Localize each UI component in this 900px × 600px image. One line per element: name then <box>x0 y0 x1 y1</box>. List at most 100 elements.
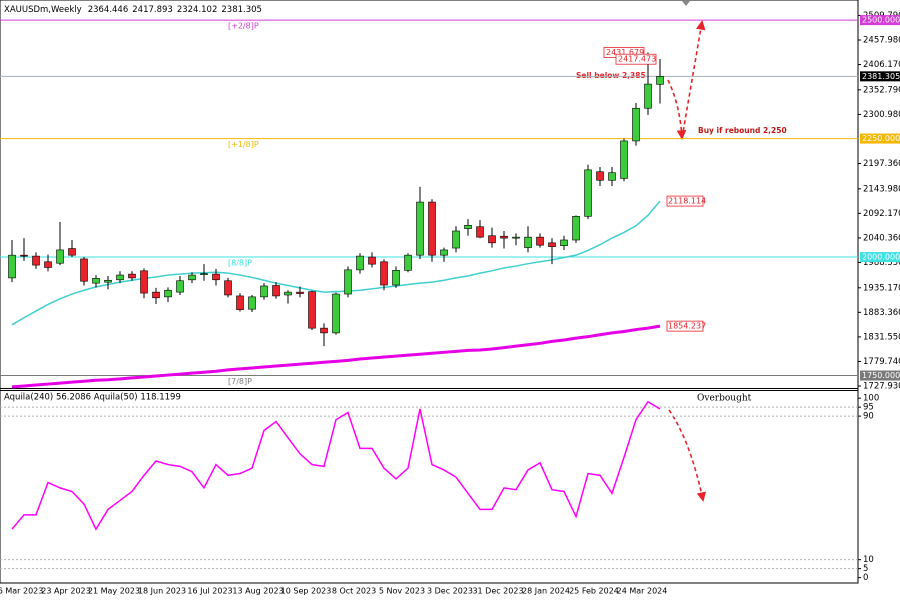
level-tag: [+2/8]P <box>228 22 259 31</box>
marked-price-label: 2417.473 <box>618 55 656 64</box>
candle-body <box>488 235 496 244</box>
ohlc-high: 2417.893 <box>132 5 173 15</box>
y-tick-label: 1988.550 <box>863 258 900 268</box>
candle-body <box>440 249 448 256</box>
level-tag: [8/8]P <box>228 259 252 268</box>
moving-average <box>11 324 661 389</box>
candle-body <box>32 255 40 266</box>
x-tick-label: 18 Jun 2023 <box>138 587 186 596</box>
level-tag: [7/8]P <box>228 377 252 386</box>
x-tick-label: 3 Dec 2023 <box>427 587 473 596</box>
candle-body <box>512 236 520 239</box>
y-tick-label: 100 <box>863 394 879 404</box>
high-price-label: 2431.679 <box>606 48 644 57</box>
candle-body <box>104 279 112 283</box>
level-price-box <box>860 252 900 263</box>
ohlc-close: 2381.305 <box>221 5 262 15</box>
candle-body <box>92 278 100 284</box>
level-price-label: 1750.000 <box>862 371 900 380</box>
candle-body <box>560 239 568 246</box>
candle-body <box>152 291 160 299</box>
ma-value-box <box>666 195 704 207</box>
candle-body <box>572 215 580 241</box>
candle-body <box>296 291 304 294</box>
candle-body <box>68 248 76 256</box>
chart-header: XAUUSDm,Weekly 2364.446 2417.893 2324.102 23… <box>4 5 262 15</box>
candle-body <box>164 289 172 298</box>
candle-body <box>500 235 508 239</box>
candle-body <box>416 201 424 256</box>
candle-body <box>332 293 340 334</box>
x-tick-label: 13 Aug 2023 <box>232 587 283 596</box>
x-tick-label: 5 Nov 2023 <box>379 587 425 596</box>
x-tick-label: 10 Sep 2023 <box>281 587 332 596</box>
marked-price-box <box>615 53 657 65</box>
candle-body <box>608 172 616 181</box>
level-price-box <box>860 370 900 381</box>
candle-body <box>356 255 364 271</box>
symbol: XAUUSDm,Weekly <box>4 5 82 15</box>
level-price-box <box>860 15 900 26</box>
annotation: Buy if rebound 2,250 <box>698 126 787 135</box>
candle-body <box>200 273 208 275</box>
ma-value-label: 1854.237 <box>668 322 706 331</box>
y-tick-label: 2352.790 <box>863 85 900 95</box>
x-tick-label: 23 Apr 2023 <box>41 587 90 596</box>
x-tick-label: 31 Dec 2023 <box>472 587 523 596</box>
candle-body <box>344 269 352 295</box>
candle-body <box>368 256 376 265</box>
candle-body <box>188 274 196 281</box>
candle-body <box>392 270 400 286</box>
y-tick-label: 0 <box>863 573 868 583</box>
ohlc-low: 2324.102 <box>177 5 218 15</box>
shift-marker <box>682 1 690 6</box>
candle-body <box>224 280 232 296</box>
ma-value-label: 2118.114 <box>668 197 706 206</box>
candle-body <box>176 280 184 293</box>
candle-body <box>536 236 544 246</box>
y-tick-label: 2406.170 <box>863 60 900 70</box>
y-tick-label: 2092.170 <box>863 209 900 219</box>
candle-body <box>524 236 532 248</box>
annotation: Sell below 2,385 <box>576 71 646 80</box>
x-tick-label: 16 Jul 2023 <box>187 587 232 596</box>
y-tick-label: 5 <box>863 564 868 574</box>
x-tick-label: 28 Jan 2024 <box>522 587 570 596</box>
candle-body <box>584 169 592 217</box>
y-tick-label: 10 <box>863 555 874 565</box>
y-tick-label: 1831.550 <box>863 332 900 342</box>
ohlc-open: 2364.446 <box>88 5 129 15</box>
candle-body <box>128 273 136 279</box>
y-tick-label: 95 <box>863 403 874 413</box>
plot-frame <box>0 0 859 584</box>
y-tick-label: 1935.170 <box>863 283 900 293</box>
candle-body <box>8 254 16 279</box>
y-tick-label: 1883.360 <box>863 308 900 318</box>
candle-body <box>464 225 472 229</box>
candle-body <box>248 296 256 310</box>
candle-body <box>320 327 328 334</box>
candle-body <box>476 226 484 238</box>
y-tick-label: 2197.360 <box>863 159 900 169</box>
level-tag: [+1/8]P <box>228 140 259 149</box>
forecast-arrow <box>667 79 687 140</box>
candle-body <box>404 254 412 271</box>
indicator-title: Aquila(240) 56.2086 Aquila(50) 118.1199 <box>4 393 181 403</box>
y-tick-label: 1779.740 <box>863 357 900 367</box>
candle-body <box>632 107 640 142</box>
level-price-label: 2000.000 <box>862 253 900 262</box>
candle-body <box>260 285 268 298</box>
candle-body <box>620 140 628 179</box>
x-tick-label: 8 Oct 2023 <box>332 587 376 596</box>
candle-body <box>272 285 280 297</box>
candle-body <box>20 254 28 257</box>
x-tick-label: 24 Mar 2024 <box>617 587 668 596</box>
x-tick-label: 26 Mar 2023 <box>0 587 43 596</box>
level-price-label: 2500.000 <box>862 16 900 25</box>
y-tick-label: 2143.980 <box>863 184 900 194</box>
x-tick-label: 21 May 2023 <box>88 587 140 596</box>
candle-body <box>428 201 436 256</box>
level-price-box <box>860 133 900 144</box>
y-tick-label: 2300.980 <box>863 110 900 120</box>
